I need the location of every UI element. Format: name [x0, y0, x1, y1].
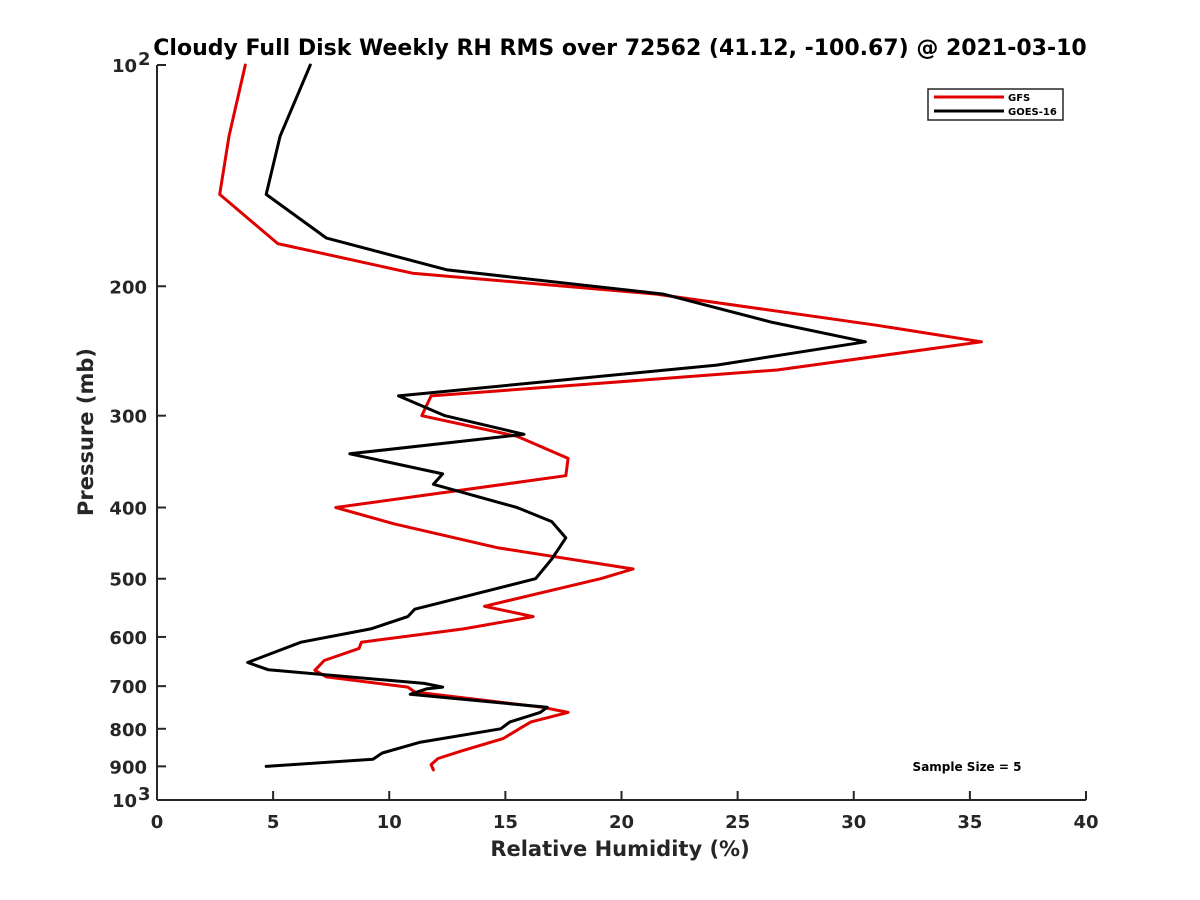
y-tick-exponent: 3 — [138, 784, 151, 805]
legend-box — [927, 88, 1064, 121]
y-tick-label: 900 — [109, 757, 147, 778]
y-tick-label: 800 — [109, 720, 147, 741]
legend-label: GOES-16 — [1008, 107, 1057, 118]
y-tick-label: 200 — [109, 277, 147, 298]
y-tick-label: 400 — [109, 499, 147, 520]
series-line-gfs — [218, 63, 983, 772]
legend: GFS GOES-16 — [927, 88, 1064, 121]
plot-lines — [218, 63, 983, 772]
sample-size-annotation: Sample Size = 5 — [913, 760, 1022, 774]
x-tick-label: 25 — [725, 812, 750, 833]
x-tick-label: 30 — [841, 812, 866, 833]
x-tick-label: 20 — [609, 812, 634, 833]
x-tick-label: 40 — [1073, 812, 1098, 833]
y-tick-label: 300 — [109, 407, 147, 428]
chart-title: Cloudy Full Disk Weekly RH RMS over 7256… — [153, 36, 1086, 61]
x-tick-label: 5 — [267, 812, 280, 833]
y-tick-label: 10 — [112, 791, 137, 812]
x-tick-label: 0 — [151, 812, 164, 833]
x-axis-label: Relative Humidity (%) — [490, 837, 749, 861]
y-tick-label: 700 — [109, 677, 147, 698]
y-tick-label: 10 — [112, 56, 137, 77]
y-tick-label: 600 — [109, 628, 147, 649]
x-tick-label: 35 — [957, 812, 982, 833]
series-line-goes-16 — [246, 63, 867, 768]
y-tick-label: 500 — [109, 570, 147, 591]
y-tick-exponent: 2 — [138, 49, 151, 70]
x-tick-label: 15 — [493, 812, 518, 833]
x-tick-label: 10 — [377, 812, 402, 833]
legend-label: GFS — [1008, 93, 1030, 104]
y-axis-label: Pressure (mb) — [74, 348, 98, 516]
